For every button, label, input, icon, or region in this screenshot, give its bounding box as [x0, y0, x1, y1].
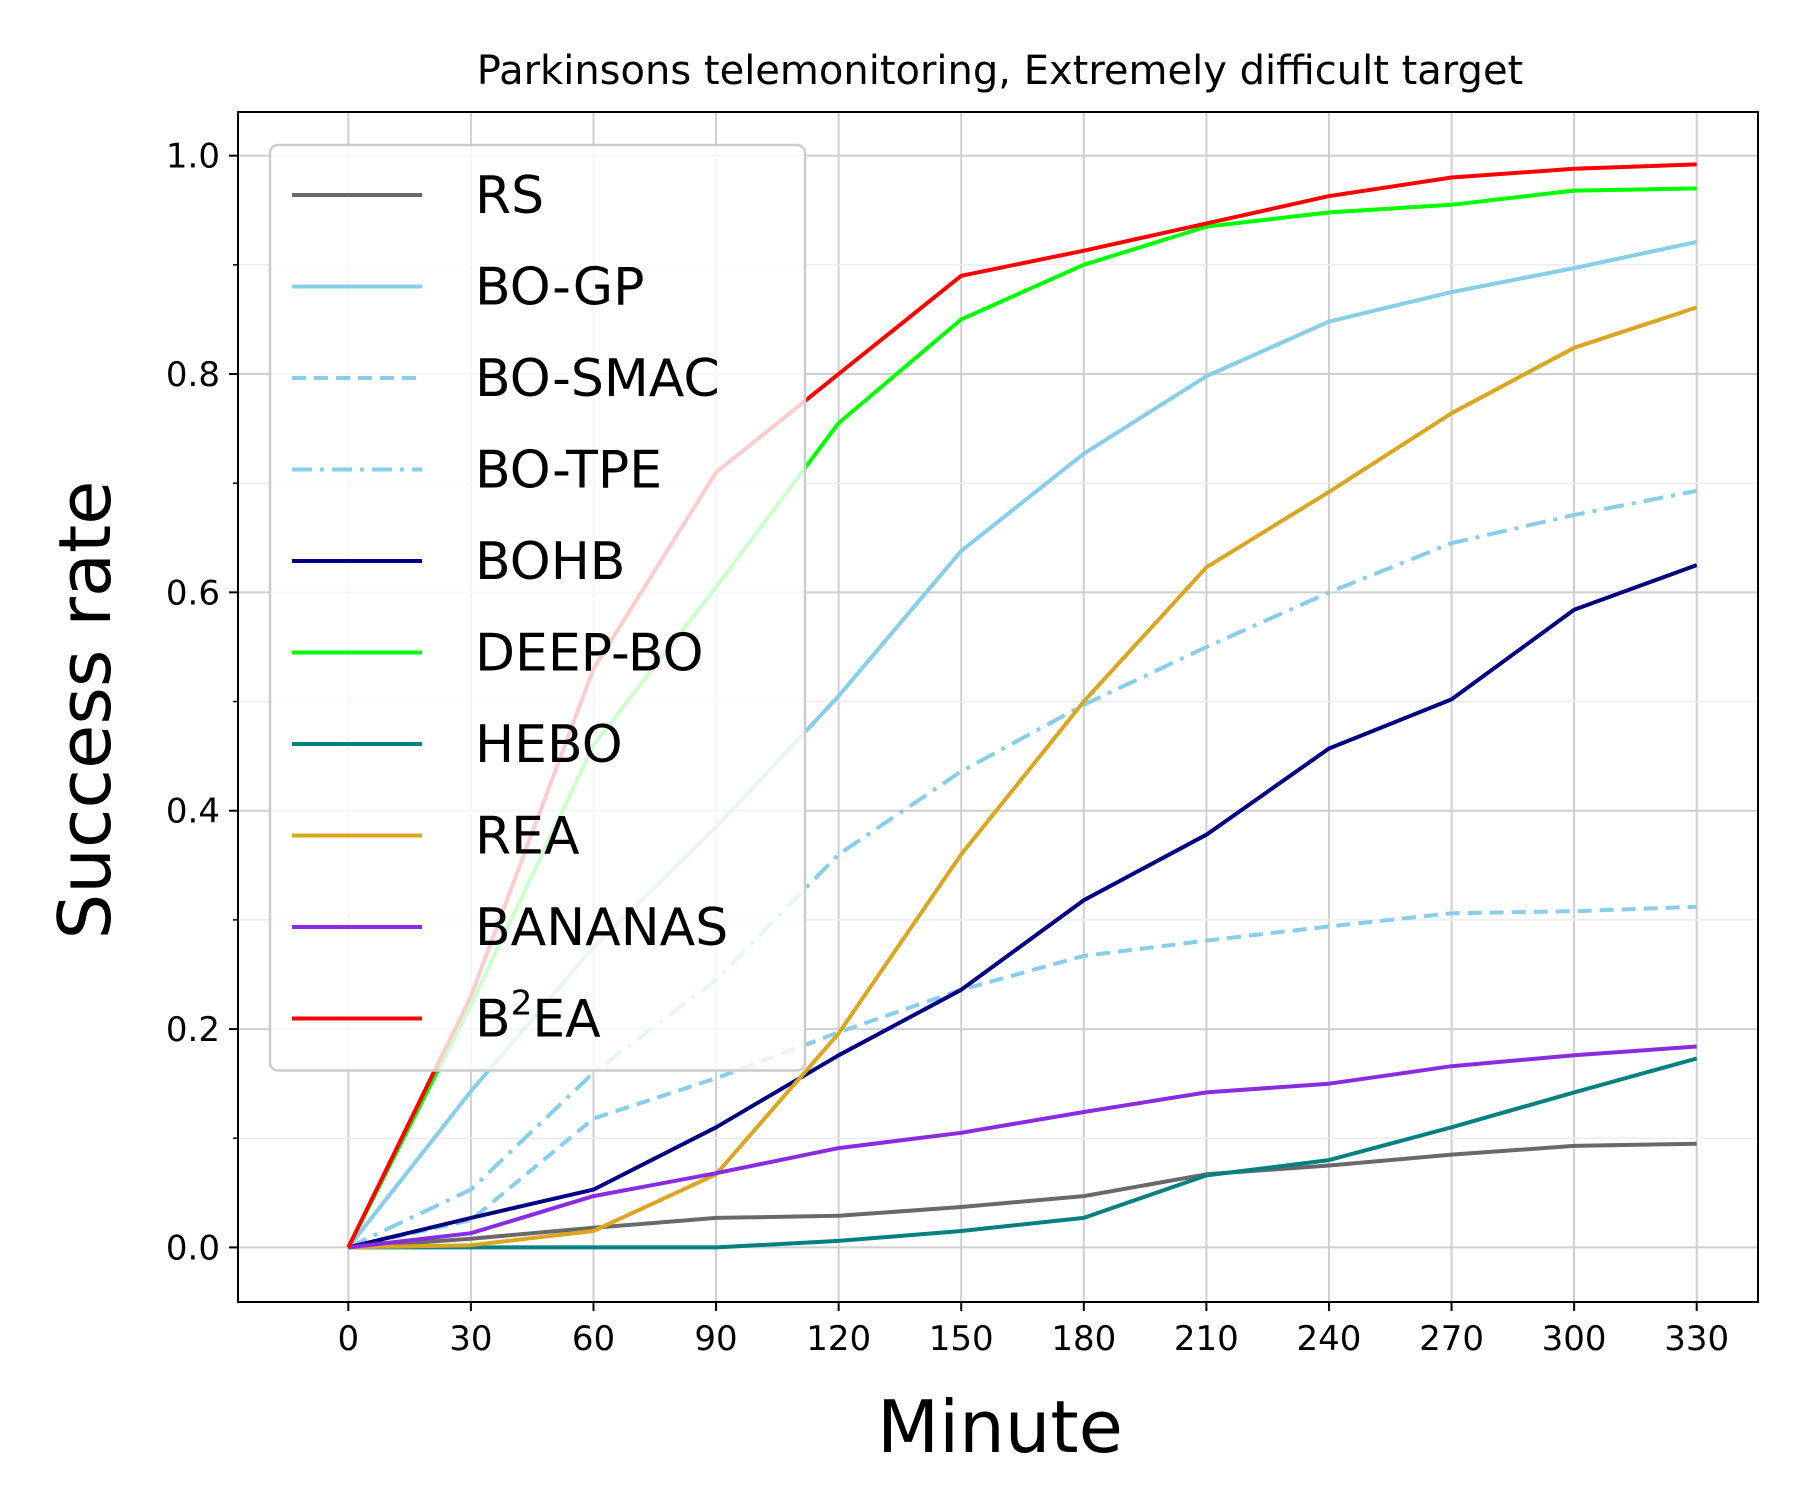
x-tick-label: 270: [1419, 1319, 1484, 1359]
legend-entry: B2EA: [292, 984, 601, 1050]
y-tick-label: 0.2: [166, 1010, 220, 1050]
legend-entry: BOHB: [292, 532, 625, 592]
legend-entry: BO-SMAC: [292, 349, 720, 409]
series-line-rea: [348, 305, 1698, 1250]
x-tick-label: 150: [929, 1319, 994, 1359]
x-tick-label: 240: [1297, 1319, 1362, 1359]
x-tick-label: 60: [572, 1319, 615, 1359]
x-tick-label: 90: [694, 1319, 737, 1359]
legend-label: BO-SMAC: [475, 349, 720, 409]
x-tick-label: 30: [449, 1319, 492, 1359]
legend: RS BO-GP BO-SMAC BO-TPE BOHB DEEP-BO HEBO REA BA…: [268, 143, 807, 1072]
y-tick-label: 1.0: [166, 137, 220, 177]
y-tick-label: 0.8: [166, 355, 220, 395]
x-axis-label: Minute: [877, 1385, 1123, 1469]
x-tick-label: 0: [338, 1319, 360, 1359]
legend-label: DEEP-BO: [475, 624, 704, 684]
legend-label: RS: [475, 166, 544, 226]
legend-label: BO-TPE: [475, 441, 662, 501]
x-tick-label: 210: [1174, 1319, 1239, 1359]
x-tick-label: 180: [1051, 1319, 1116, 1359]
x-tick-label: 120: [806, 1319, 871, 1359]
legend-label: B2EA: [475, 984, 601, 1050]
series-line-bananas: [348, 1044, 1697, 1250]
chart-title: Parkinsons telemonitoring, Extremely dif…: [477, 48, 1523, 94]
legend-entry: REA: [292, 807, 580, 867]
legend-label: BO-GP: [475, 258, 644, 318]
legend-entry: DEEP-BO: [292, 624, 704, 684]
legend-label: REA: [475, 807, 580, 867]
legend-label: BOHB: [475, 532, 625, 592]
plot-area-frame: [237, 111, 1759, 1303]
legend-label: HEBO: [475, 715, 623, 775]
legend-entry: RS: [292, 166, 544, 226]
legend-entries: RS BO-GP BO-SMAC BO-TPE BOHB DEEP-BO HEBO REA BA…: [292, 166, 728, 1050]
series-line-bo-tpe: [347, 488, 1698, 1250]
axes: 0 30 60 90 120 150 180 210 240 270 300 330 0.0 0.2 0.4…: [166, 137, 1729, 1359]
series-line-bo-smac: [347, 904, 1697, 1250]
legend-entry: BO-GP: [292, 258, 644, 318]
y-axis-label: Success rate: [43, 481, 127, 940]
x-tick-label: 330: [1664, 1319, 1729, 1359]
y-tick-label: 0.4: [166, 792, 220, 832]
x-tick-label: 300: [1542, 1319, 1607, 1359]
legend-entry: HEBO: [292, 715, 623, 775]
series-line-bohb: [347, 563, 1698, 1250]
legend-entry: BO-TPE: [292, 441, 662, 501]
series-line-hebo: [348, 1056, 1698, 1250]
y-tick-label: 0.0: [166, 1228, 220, 1268]
y-tick-label: 0.6: [166, 573, 220, 613]
legend-entry: BANANAS: [292, 898, 728, 958]
legend-label: BANANAS: [475, 898, 728, 958]
series-line-rs: [348, 1141, 1697, 1250]
